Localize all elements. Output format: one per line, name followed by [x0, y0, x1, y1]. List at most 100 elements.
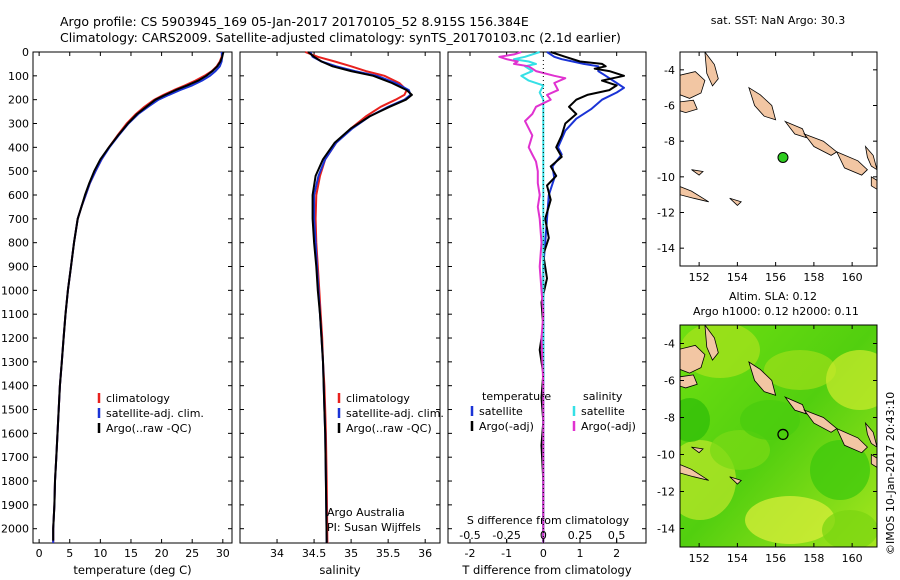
legend-label: climatology: [346, 392, 410, 405]
island-land: [680, 374, 698, 389]
y-tick-label: -8: [664, 135, 675, 148]
sla-map-panel: 152 154 156 158 160 -4 -6 -8 -10 -12 -14 Altim. SLA…: [657, 290, 878, 565]
y-tick-label: -4: [664, 338, 675, 351]
series-climatology: [52, 51, 224, 543]
y-tick-label: 1800: [1, 475, 29, 488]
x-tick-label-s: -0.5: [459, 529, 480, 542]
y-tick-label: 500: [8, 165, 29, 178]
y-tick-label: -10: [657, 171, 675, 184]
series-argo-raw-qc-: [52, 51, 225, 541]
argo-float-marker: [777, 428, 789, 441]
x-tick-label: 152: [689, 271, 710, 284]
salinity-profile-panel: 34 34.5 35 35.5 36 salinity climatology satelli…: [239, 51, 444, 577]
island-land: [729, 476, 742, 485]
x-tick-label: -1: [501, 547, 512, 560]
annotation-line2: PI: Susan Wijffels: [327, 521, 421, 534]
y-tick-label: 1900: [1, 499, 29, 512]
island-land: [704, 325, 719, 361]
x-tick-label: 15: [124, 547, 138, 560]
y-tick-label: -14: [657, 242, 675, 255]
island-land: [783, 396, 807, 415]
series-salinity-satellite: [513, 51, 545, 543]
x-tick-label: 0: [36, 547, 43, 560]
x-tick-label-s: 0.5: [608, 529, 626, 542]
y-tick-label: -6: [664, 100, 675, 113]
x-tick-label: 36: [418, 547, 432, 560]
y-tick-label: 700: [8, 213, 29, 226]
y-tick-label: 1400: [1, 380, 29, 393]
y-tick-label: 100: [8, 70, 29, 83]
legend-label: Argo(..raw -QC): [106, 422, 192, 435]
x-tick-label: 34: [270, 547, 284, 560]
x-tick-label: 30: [216, 547, 230, 560]
map-title-line2: Argo h1000: 0.12 h2000: 0.11: [693, 305, 859, 318]
y-tick-label: -12: [657, 486, 675, 499]
y-tick-label: 1500: [1, 404, 29, 417]
y-tick-label: 1000: [1, 284, 29, 297]
x-tick-label: -2: [465, 547, 476, 560]
map-title: sat. SST: NaN Argo: 30.3: [711, 14, 845, 27]
x-tick-label-s: 0: [540, 529, 547, 542]
x-tick-label: 2: [613, 547, 620, 560]
x-tick-label: 1: [577, 547, 584, 560]
y-tick-label: 800: [8, 237, 29, 250]
plot-frame: [447, 51, 647, 544]
island-land: [691, 446, 704, 454]
x-tick-label: 20: [155, 547, 169, 560]
y-tick-label: -14: [657, 523, 675, 536]
legend-title-temperature: temperature: [482, 390, 551, 403]
figure-title-line1: Argo profile: CS 5903945_169 05-Jan-2017…: [60, 14, 529, 29]
x-tick-label: 156: [765, 271, 786, 284]
island-land: [835, 427, 868, 454]
difference-profile-panel: -2 -1 0 1 2 T difference from climatology S di…: [447, 51, 647, 577]
sla-anomaly-patch: [822, 510, 877, 547]
x-tick-label: 25: [185, 547, 199, 560]
series-salinity-argo-adj-: [498, 51, 567, 543]
y-tick-label: 400: [8, 141, 29, 154]
x-tick-label: 160: [842, 271, 863, 284]
figure-title-line2: Climatology: CARS2009. Satellite-adjuste…: [60, 30, 621, 45]
y-tick-label: 300: [8, 118, 29, 131]
y-tick-label: -4: [664, 64, 675, 77]
island-land: [803, 409, 838, 433]
x-tick-label: 158: [803, 552, 824, 565]
map-frame: [679, 324, 878, 548]
x-tick-label: 154: [727, 552, 748, 565]
island-land: [870, 176, 877, 190]
copyright-timestamp: ©IMOS 10-Jan-2017 20:43:10: [884, 391, 897, 555]
series-temperature-argo-adj-: [538, 51, 625, 541]
island-land: [680, 186, 709, 203]
map-frame: [679, 51, 878, 267]
sla-anomaly-patch: [710, 430, 770, 470]
legend-label: satellite-adj. clim.: [106, 407, 204, 420]
x-tick-label: 0: [540, 547, 547, 560]
sst-map-panel: 152 154 156 158 160 -4 -6 -8 -10 -12 -14 sat. SST: …: [657, 14, 878, 284]
sla-anomaly-patch: [764, 350, 836, 390]
legend-label: Argo(-adj): [581, 420, 636, 433]
island-land: [680, 71, 706, 99]
x-tick-label: 160: [842, 552, 863, 565]
plot-frame: [239, 51, 441, 544]
series-argo-raw-qc-: [307, 51, 413, 544]
island-land: [748, 361, 777, 396]
island-land: [803, 133, 838, 156]
y-tick-label: -12: [657, 207, 675, 220]
y-tick-label: 900: [8, 261, 29, 274]
island-land: [870, 453, 877, 468]
x-tick-label: 156: [765, 552, 786, 565]
y-tick-label: 1600: [1, 427, 29, 440]
x-tick-label: 10: [93, 547, 107, 560]
y-tick-label: 0: [22, 46, 29, 59]
y-tick-label: 1100: [1, 308, 29, 321]
island-land: [783, 120, 807, 139]
y-tick-label: 2000: [1, 523, 29, 536]
island-land: [864, 421, 877, 448]
sla-anomaly-patch: [740, 400, 800, 440]
temperature-profile-panel: 0100200300400500600700800900100011001200…: [1, 46, 233, 577]
x-tick-label: 158: [803, 271, 824, 284]
sla-anomaly-patch: [826, 350, 877, 410]
sla-anomaly-patch: [810, 440, 870, 500]
legend-label: Argo(..raw -QC): [346, 422, 432, 435]
x-tick-label: 35.5: [376, 547, 401, 560]
sla-anomaly-patch: [680, 398, 710, 442]
